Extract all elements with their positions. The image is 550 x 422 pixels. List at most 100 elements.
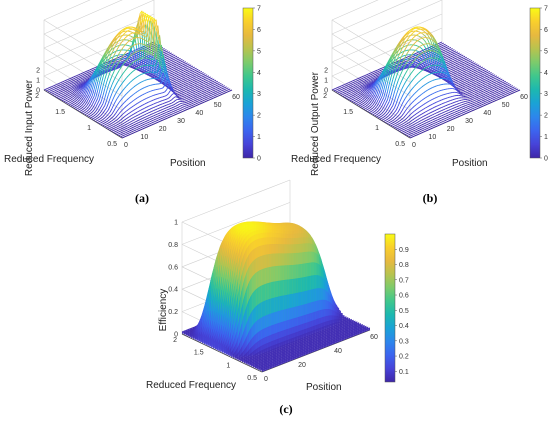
surface-mesh-line <box>135 59 138 61</box>
surface-mesh-line <box>155 93 158 96</box>
surface-mesh-line <box>148 45 151 48</box>
surface-mesh-line <box>476 89 479 91</box>
surface-mesh-line <box>416 55 419 59</box>
surface-mesh-line <box>153 121 156 123</box>
surface-mesh-line <box>374 98 378 103</box>
surface-mesh-line <box>123 29 126 32</box>
surface-mesh-line <box>120 129 123 132</box>
surface-mesh-line <box>494 82 497 85</box>
surface-mesh-line <box>47 87 50 89</box>
surface-mesh-line <box>111 97 115 102</box>
surface-mesh-line <box>422 38 425 41</box>
surface-mesh-line <box>441 94 444 96</box>
surface-mesh-line <box>434 106 437 108</box>
surface-mesh-line <box>141 30 144 33</box>
surface-mesh-line <box>447 45 450 48</box>
surface-mesh-line <box>106 49 110 55</box>
surface-mesh-line <box>168 83 171 90</box>
surface-mesh-line <box>376 107 379 111</box>
surface-mesh-line <box>199 95 202 98</box>
surface-mesh-line <box>182 108 185 110</box>
surface-mesh-line <box>162 50 165 52</box>
surface-mesh-line <box>355 92 358 95</box>
surface-mesh-line <box>478 76 481 79</box>
surface-mesh-line <box>457 65 460 68</box>
surface-mesh-line <box>403 97 406 102</box>
surface-mesh-line <box>189 64 192 67</box>
surface-mesh-line <box>459 95 462 97</box>
surface-mesh-line <box>366 83 369 85</box>
surface-mesh-line <box>383 66 386 68</box>
surface-mesh-line <box>172 71 175 74</box>
surface-mesh-line <box>80 80 83 83</box>
surface-mesh-line <box>82 110 86 113</box>
surface-mesh-line <box>455 64 458 67</box>
surface-mesh-line <box>115 48 119 52</box>
surface-mesh-line <box>476 73 480 76</box>
surface-mesh-line <box>467 79 470 82</box>
surface-mesh-line <box>167 90 171 94</box>
surface-mesh-line <box>150 58 153 60</box>
surface-mesh-line <box>178 65 181 68</box>
surface-mesh-line <box>481 86 485 89</box>
surface-mesh-line <box>464 77 467 80</box>
surface-mesh-line <box>188 102 191 104</box>
surface-mesh-line <box>402 124 406 127</box>
surface-mesh-line <box>170 81 173 84</box>
surface-mesh-line <box>469 67 473 70</box>
surface-mesh-line <box>173 60 176 62</box>
surface-mesh-line <box>181 88 184 91</box>
surface-mesh-line <box>484 74 487 77</box>
surface-mesh-line <box>113 35 117 39</box>
surface-mesh-line <box>203 84 206 87</box>
surface-mesh-line <box>126 29 130 32</box>
surface-mesh-line <box>356 103 359 106</box>
surface-mesh-line <box>179 94 182 97</box>
surface-mesh-line <box>166 104 169 106</box>
surface-mesh-line <box>58 93 61 96</box>
surface-mesh-line <box>471 85 474 88</box>
surface-mesh-line <box>188 96 191 99</box>
surface-mesh-line <box>390 124 393 127</box>
surface-mesh-line <box>101 56 104 61</box>
surface-mesh-line <box>443 53 446 55</box>
surface-mesh-line <box>93 69 97 74</box>
surface-mesh-line <box>151 112 154 115</box>
surface-mesh-line <box>100 76 104 85</box>
surface-mesh-line <box>114 38 117 41</box>
surface-mesh-line <box>212 82 215 85</box>
surface-mesh-line <box>181 80 184 83</box>
surface-mesh-line <box>165 57 169 60</box>
surface-mesh-line <box>500 82 503 85</box>
surface-mesh-line <box>443 49 446 52</box>
surface-mesh-line <box>124 68 127 72</box>
surface-mesh-line <box>184 85 188 87</box>
surface-mesh-line <box>140 87 144 90</box>
surface-mesh-line <box>147 121 150 124</box>
surface-mesh-line <box>213 89 216 91</box>
surface-mesh-line <box>104 65 108 71</box>
surface-mesh-line <box>88 113 91 116</box>
surface-mesh-line <box>384 121 388 124</box>
surface-mesh-line <box>374 102 378 107</box>
surface-mesh-line <box>410 119 413 122</box>
surface-mesh-line <box>344 90 347 93</box>
surface-mesh-line <box>58 95 61 98</box>
surface-mesh-line <box>128 55 131 59</box>
surface-mesh-line <box>364 85 367 88</box>
surface-mesh-line <box>369 82 373 85</box>
surface-mesh-line <box>145 122 148 124</box>
surface-mesh-line <box>398 56 402 59</box>
surface-mesh-line <box>371 85 374 89</box>
surface-mesh-line <box>443 51 446 53</box>
surface-mesh-line <box>149 120 152 123</box>
surface-mesh-line <box>183 87 186 90</box>
surface-mesh-line <box>65 91 68 94</box>
surface-mesh-line <box>471 70 474 73</box>
surface-mesh-line <box>91 89 95 96</box>
surface-mesh-line <box>113 64 116 67</box>
surface-mesh-line <box>204 79 208 82</box>
surface-mesh-line <box>193 92 196 94</box>
surface-mesh-line <box>466 59 469 62</box>
surface-mesh-line <box>212 86 215 88</box>
